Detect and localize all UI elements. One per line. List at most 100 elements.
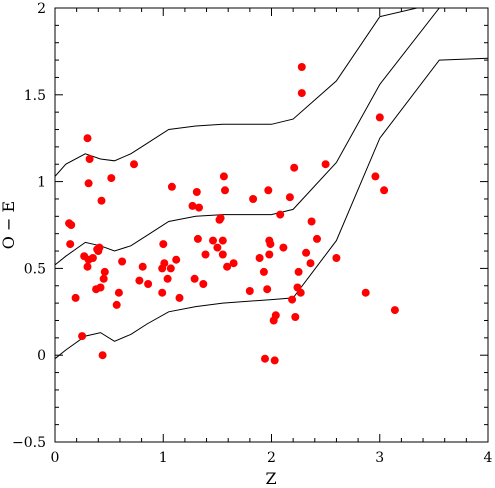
data-point (332, 254, 341, 262)
data-point (285, 193, 294, 202)
data-point (306, 259, 315, 268)
data-point (259, 267, 268, 276)
data-point (375, 113, 384, 122)
data-point (167, 182, 176, 191)
data-point (390, 306, 399, 315)
data-point (199, 280, 208, 288)
data-point (213, 243, 222, 252)
data-point (245, 287, 254, 295)
data-point (144, 280, 153, 288)
data-point (97, 196, 106, 205)
data-point (163, 274, 172, 283)
data-point (297, 63, 306, 71)
data-point (98, 351, 107, 360)
x-tick-label: 1 (159, 450, 168, 466)
data-point (219, 172, 228, 181)
data-points (65, 63, 399, 365)
envelope-line-3 (55, 57, 488, 360)
data-point (255, 254, 264, 262)
data-point (78, 332, 87, 341)
data-point (216, 214, 225, 223)
x-tick-label: 0 (51, 450, 60, 466)
data-point (218, 250, 227, 259)
data-point (264, 186, 273, 195)
data-point (361, 288, 370, 297)
data-point (172, 255, 181, 264)
envelope-lines (55, 8, 488, 360)
data-point (321, 160, 330, 169)
data-point (193, 234, 202, 243)
x-tick-label: 4 (484, 450, 493, 466)
data-point (271, 311, 280, 320)
data-point (290, 163, 299, 172)
x-tick-label: 2 (267, 450, 276, 466)
data-point (302, 248, 311, 257)
data-point (297, 89, 306, 98)
data-point (175, 293, 184, 302)
data-point (114, 288, 123, 297)
y-tick-label: 1.5 (24, 88, 46, 104)
envelope-line-1 (55, 8, 420, 177)
data-point (294, 267, 303, 276)
data-point (112, 300, 121, 309)
data-point (84, 179, 93, 188)
y-axis-label: O − E (0, 201, 18, 249)
data-point (221, 186, 229, 195)
data-point (249, 195, 258, 203)
data-point (100, 267, 109, 276)
plot-frame (54, 7, 489, 443)
y-tick-label: 2 (37, 1, 46, 17)
data-point (99, 274, 108, 283)
data-point (83, 134, 92, 143)
data-point (313, 234, 321, 243)
data-point (66, 240, 75, 249)
data-point (192, 188, 201, 196)
data-point (85, 155, 94, 163)
y-tick-label: 0 (37, 348, 46, 364)
data-point (166, 264, 175, 273)
data-point (276, 210, 285, 219)
data-point (279, 243, 288, 252)
data-point (261, 354, 269, 363)
data-point (95, 243, 104, 252)
data-point (96, 283, 105, 292)
data-point (138, 262, 147, 271)
data-point (158, 288, 167, 297)
data-point (201, 250, 210, 259)
data-point (288, 295, 297, 304)
data-point (190, 274, 199, 283)
data-point (88, 254, 97, 262)
data-point (130, 160, 138, 169)
data-point (83, 262, 92, 271)
data-point (209, 236, 217, 245)
data-point (188, 201, 197, 210)
data-point (107, 174, 116, 183)
data-point (159, 240, 168, 249)
envelope-line-2 (55, 8, 447, 266)
tick-labels: 0 1 2 3 4 −0.5 0 0.5 1 1.5 2 (12, 1, 493, 466)
data-point (265, 250, 274, 259)
data-point (270, 356, 279, 365)
data-point (223, 262, 232, 271)
data-point (160, 259, 169, 268)
x-tick-label: 3 (375, 450, 384, 466)
data-point (229, 259, 238, 268)
data-point (195, 203, 203, 212)
data-point (291, 313, 300, 321)
axis-ticks (54, 7, 489, 443)
y-tick-label: 1 (37, 175, 46, 191)
y-tick-label: −0.5 (12, 435, 46, 451)
data-point (307, 217, 316, 226)
data-point (71, 293, 80, 302)
data-point (218, 236, 227, 245)
data-point (371, 172, 380, 181)
data-point (67, 221, 76, 229)
data-point (118, 257, 127, 266)
data-point (135, 276, 144, 285)
data-point (266, 240, 275, 249)
x-axis-label: Z (265, 469, 276, 488)
data-point (380, 186, 389, 195)
y-tick-label: 0.5 (24, 261, 46, 277)
data-point (296, 288, 305, 297)
